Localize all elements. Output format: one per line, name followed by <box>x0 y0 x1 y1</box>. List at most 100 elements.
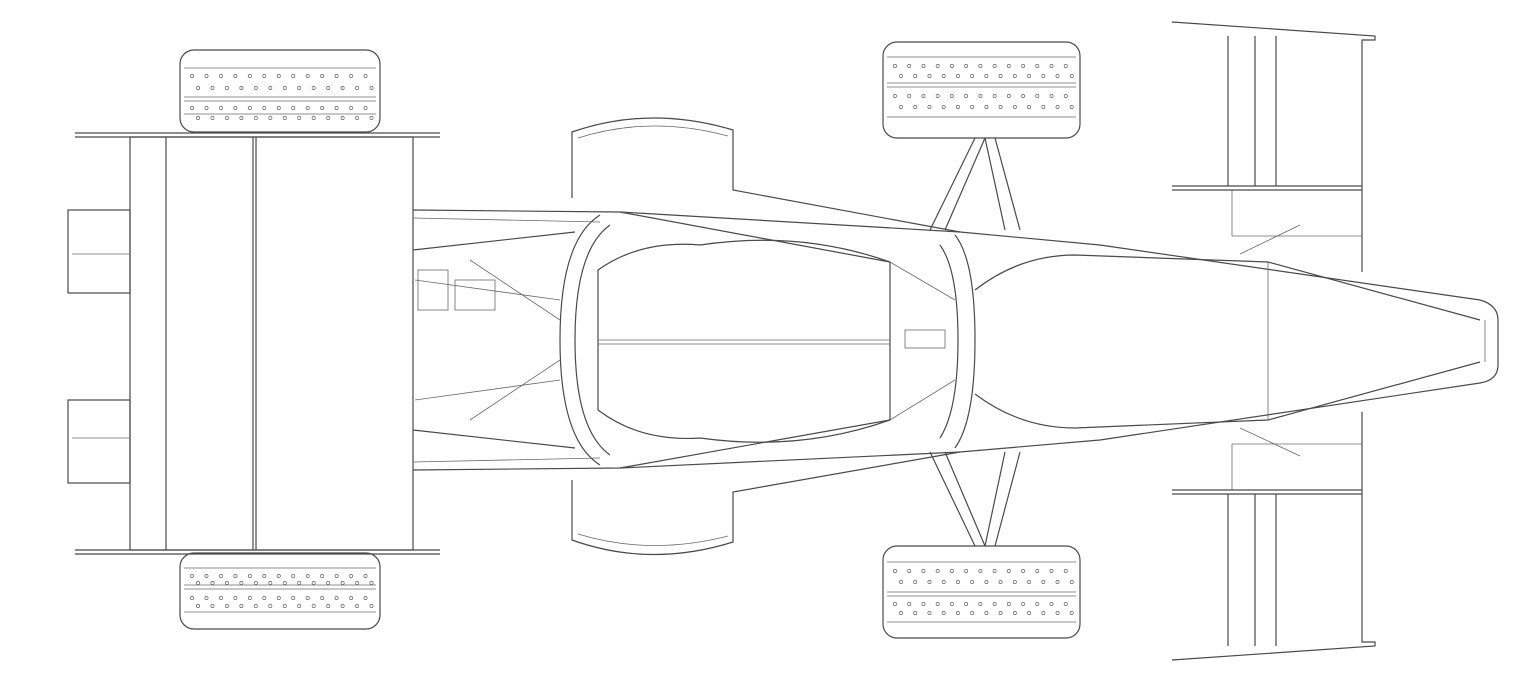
tread-dot <box>311 604 316 608</box>
tread-dot <box>984 105 989 109</box>
tread-dot <box>210 86 215 90</box>
tread-dot <box>334 574 339 578</box>
tread-dot <box>1069 580 1074 584</box>
tread-dot <box>935 569 940 573</box>
tread-dot <box>992 569 997 573</box>
tread-dot <box>1063 569 1068 573</box>
tread-dot <box>941 105 946 109</box>
tread-dot <box>899 105 903 109</box>
tread-dot <box>224 116 229 120</box>
tread-dot <box>927 580 932 584</box>
tread-dot <box>204 106 209 110</box>
tread-dot <box>224 581 229 585</box>
tread-dot <box>363 106 368 110</box>
tread-dot <box>1027 611 1032 615</box>
tread-dot <box>282 116 287 120</box>
tread-dot <box>1035 64 1040 68</box>
tread-dot <box>282 604 287 608</box>
tread-dot <box>349 106 354 110</box>
tread-dot <box>276 106 281 110</box>
front-suspension <box>929 137 1021 547</box>
tread-dot <box>992 64 997 68</box>
tread-dot <box>1069 74 1074 78</box>
tread-dot <box>1049 602 1054 606</box>
tread-dot <box>196 86 200 90</box>
tread-dot <box>363 74 368 78</box>
tread-dot <box>326 604 331 608</box>
tread-dot <box>233 596 238 600</box>
tread-dot <box>1035 602 1040 606</box>
tread-dot <box>305 74 310 78</box>
tread-dot <box>1063 94 1068 98</box>
tread-dot <box>1041 580 1046 584</box>
tread-dot <box>1006 94 1011 98</box>
tread-dot <box>320 596 325 600</box>
tread-dot <box>1012 105 1017 109</box>
tread-dot <box>1063 64 1068 68</box>
tread-dot <box>992 602 997 606</box>
tread-dot <box>239 116 244 120</box>
tread-dot <box>247 106 252 110</box>
front-tyre-bottom <box>882 545 1081 639</box>
tread-dot <box>998 74 1003 78</box>
tread-dot <box>218 596 223 600</box>
tread-dot <box>955 580 960 584</box>
tread-dot <box>964 94 969 98</box>
tread-dot <box>190 74 194 78</box>
tread-dot <box>326 581 331 585</box>
tread-dot <box>921 569 926 573</box>
tread-dot <box>970 611 975 615</box>
tread-dot <box>1006 569 1011 573</box>
tread-dot <box>1055 74 1060 78</box>
tread-dot <box>893 602 897 606</box>
tread-dot <box>978 569 983 573</box>
tread-dot <box>262 574 267 578</box>
tread-dot <box>297 604 302 608</box>
tread-dot <box>268 581 273 585</box>
tread-dot <box>369 86 374 90</box>
front-wing <box>1171 21 1376 661</box>
tread-dot <box>320 106 325 110</box>
tread-dot <box>941 580 946 584</box>
tread-dot <box>349 596 354 600</box>
spaceframe <box>412 209 976 471</box>
tread-dot <box>349 74 354 78</box>
tread-dot <box>247 596 252 600</box>
tread-dot <box>941 611 946 615</box>
tread-dot <box>907 64 912 68</box>
tread-dot <box>204 596 209 600</box>
tread-dot <box>355 116 360 120</box>
tread-dot <box>282 86 287 90</box>
tread-dot <box>305 106 310 110</box>
tread-dot <box>1012 74 1017 78</box>
tread-dot <box>1021 569 1026 573</box>
tread-dot <box>363 596 368 600</box>
tread-dot <box>949 94 954 98</box>
tread-dot <box>320 74 325 78</box>
tread-dot <box>913 105 918 109</box>
tread-dot <box>253 116 258 120</box>
tread-dot <box>998 611 1003 615</box>
tread-dot <box>955 611 960 615</box>
tread-dot <box>1041 105 1046 109</box>
rear-wing <box>67 132 440 555</box>
tread-dot <box>363 574 368 578</box>
tread-dot <box>291 596 296 600</box>
tread-dot <box>196 116 200 120</box>
tread-dot <box>297 86 302 90</box>
tread-dot <box>992 94 997 98</box>
tread-dot <box>1006 64 1011 68</box>
tread-dot <box>949 569 954 573</box>
tread-dot <box>340 86 345 90</box>
tread-dot <box>291 74 296 78</box>
sidepod-top <box>571 117 961 233</box>
tread-dot <box>233 106 238 110</box>
tread-dot <box>970 74 975 78</box>
tread-dot <box>355 604 360 608</box>
tread-dot <box>369 116 374 120</box>
tread-dot <box>210 604 215 608</box>
tread-dot <box>190 596 194 600</box>
tread-dot <box>921 94 926 98</box>
tread-dot <box>978 602 983 606</box>
